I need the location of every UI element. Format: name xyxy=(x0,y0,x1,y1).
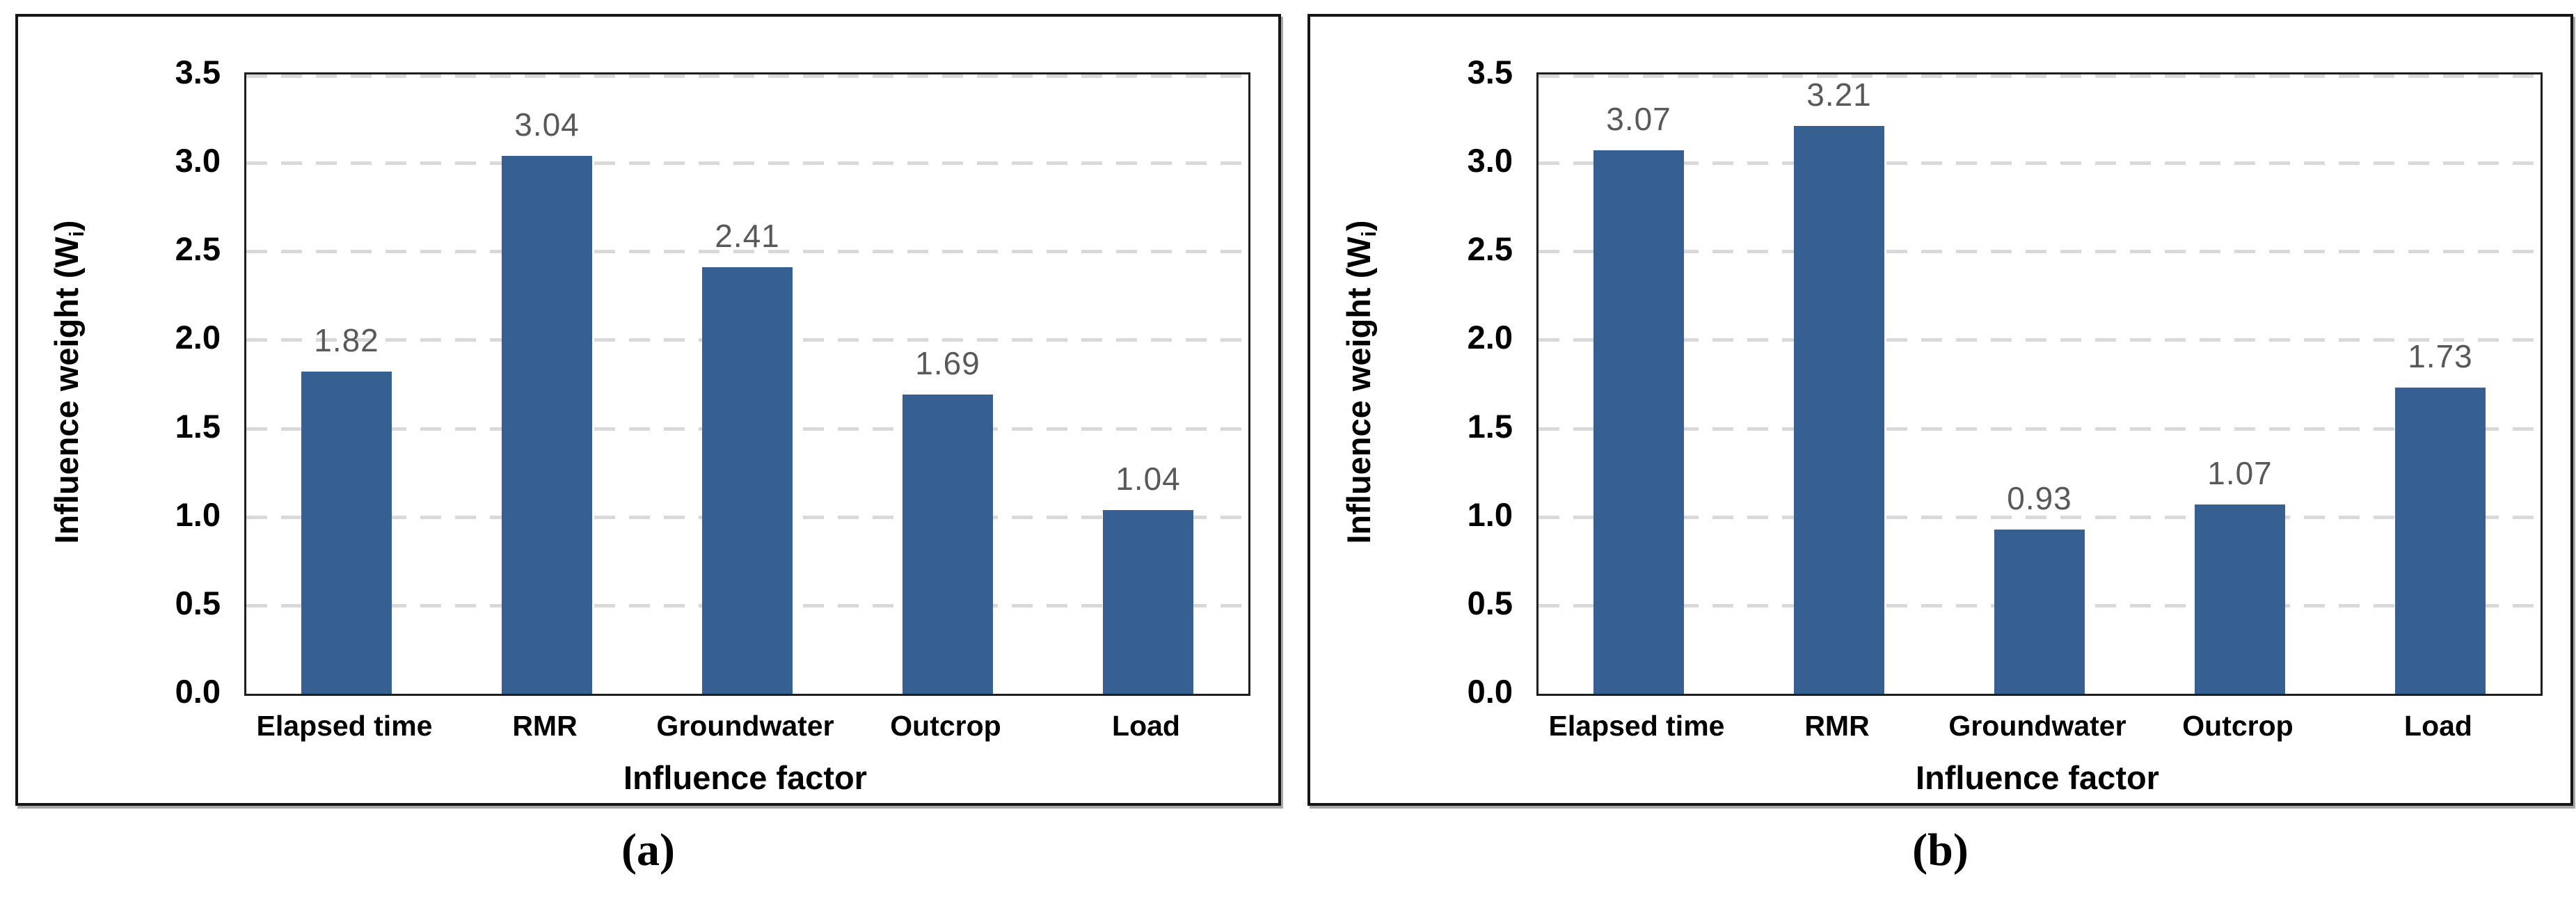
bar-rmr xyxy=(1794,125,1884,694)
y-tick-label: 3.5 xyxy=(175,54,221,90)
bar-value-label: 3.21 xyxy=(1806,76,1872,113)
bar-rmr xyxy=(502,155,592,694)
bar-value-label: 1.07 xyxy=(2207,454,2273,491)
y-tick-label: 2.5 xyxy=(1467,230,1513,268)
bar-elapsed-time xyxy=(1593,150,1684,694)
y-tick-label: 3.5 xyxy=(1467,54,1513,90)
y-tick-label: 1.0 xyxy=(1467,495,1513,533)
figures-row: 1.82 3.04 2.41 1.69 1.04 0.0 0.5 1.0 1.5 2.0 2.5 3.… xyxy=(15,14,2573,877)
bar-value-label: 2.41 xyxy=(715,218,780,255)
y-tick-label: 1.5 xyxy=(175,407,221,445)
y-tick-label: 3.0 xyxy=(1467,142,1513,180)
x-category-label: Load xyxy=(1112,710,1180,742)
y-axis-title: Influence weight (Wi) xyxy=(1340,220,1381,544)
y-tick-label: 2.0 xyxy=(175,319,221,356)
bar-elapsed-time xyxy=(301,372,392,694)
bar-groundwater xyxy=(702,267,793,694)
y-tick-label: 3.0 xyxy=(175,142,221,180)
y-tick-label: 2.5 xyxy=(175,230,221,268)
figure-panel-a: 1.82 3.04 2.41 1.69 1.04 0.0 0.5 1.0 1.5 2.0 2.5 3.… xyxy=(15,14,1281,806)
x-category-label: Groundwater xyxy=(1948,710,2126,742)
figure-caption-a: (a) xyxy=(621,825,675,875)
x-category-label: Load xyxy=(2404,710,2472,742)
plot-area: 3.07 3.21 0.93 1.07 1.73 xyxy=(1536,72,2543,696)
gridline xyxy=(1539,427,2541,431)
gridline xyxy=(246,74,1248,78)
figure-caption-b: (b) xyxy=(1912,825,1969,875)
bar-value-label: 1.82 xyxy=(314,322,379,359)
gridline xyxy=(246,161,1248,166)
bar-value-label: 1.04 xyxy=(1115,460,1181,497)
bar-load xyxy=(2395,388,2486,694)
x-category-label: Outcrop xyxy=(2182,710,2293,742)
y-tick-label: 0.5 xyxy=(175,584,221,621)
x-category-label: RMR xyxy=(512,710,578,742)
gridline xyxy=(1539,338,2541,342)
figure-panel-b: 3.07 3.21 0.93 1.07 1.73 0.0 0.5 1.0 1.5 2.0 2.5 3.… xyxy=(1307,14,2573,806)
x-category-label: RMR xyxy=(1804,710,1870,742)
y-tick-label: 1.0 xyxy=(175,495,221,533)
y-tick-label: 0.0 xyxy=(1467,673,1513,710)
bar-groundwater xyxy=(1994,529,2085,694)
y-tick-label: 0.5 xyxy=(1467,584,1513,621)
gridline xyxy=(1539,161,2541,166)
gridline xyxy=(1539,250,2541,254)
bar-value-label: 3.07 xyxy=(1606,101,1671,138)
x-category-label: Outcrop xyxy=(890,710,1001,742)
bar-value-label: 3.04 xyxy=(514,106,580,143)
gridline xyxy=(1539,515,2541,519)
x-category-label: Elapsed time xyxy=(1548,710,1725,742)
figure-a: 1.82 3.04 2.41 1.69 1.04 0.0 0.5 1.0 1.5 2.0 2.5 3.… xyxy=(15,14,1281,877)
y-tick-label: 2.0 xyxy=(1467,319,1513,356)
bar-outcrop xyxy=(2195,504,2285,694)
bar-outcrop xyxy=(903,395,993,694)
gridline xyxy=(246,250,1248,254)
y-axis-title: Influence weight (Wi) xyxy=(48,220,89,544)
x-category-label: Elapsed time xyxy=(256,710,433,742)
plot-area: 1.82 3.04 2.41 1.69 1.04 xyxy=(244,72,1250,696)
gridline xyxy=(1539,74,2541,78)
bar-value-label: 1.73 xyxy=(2408,338,2473,375)
y-tick-label: 1.5 xyxy=(1467,407,1513,445)
x-axis-title: Influence factor xyxy=(1916,759,2159,796)
y-tick-label: 0.0 xyxy=(175,673,221,710)
bar-value-label: 0.93 xyxy=(2007,479,2072,516)
x-category-label: Groundwater xyxy=(656,710,834,742)
bar-load xyxy=(1103,509,1193,694)
bar-value-label: 1.69 xyxy=(915,345,980,382)
figure-b: 3.07 3.21 0.93 1.07 1.73 0.0 0.5 1.0 1.5 2.0 2.5 3.… xyxy=(1307,14,2573,877)
x-axis-title: Influence factor xyxy=(623,759,867,796)
